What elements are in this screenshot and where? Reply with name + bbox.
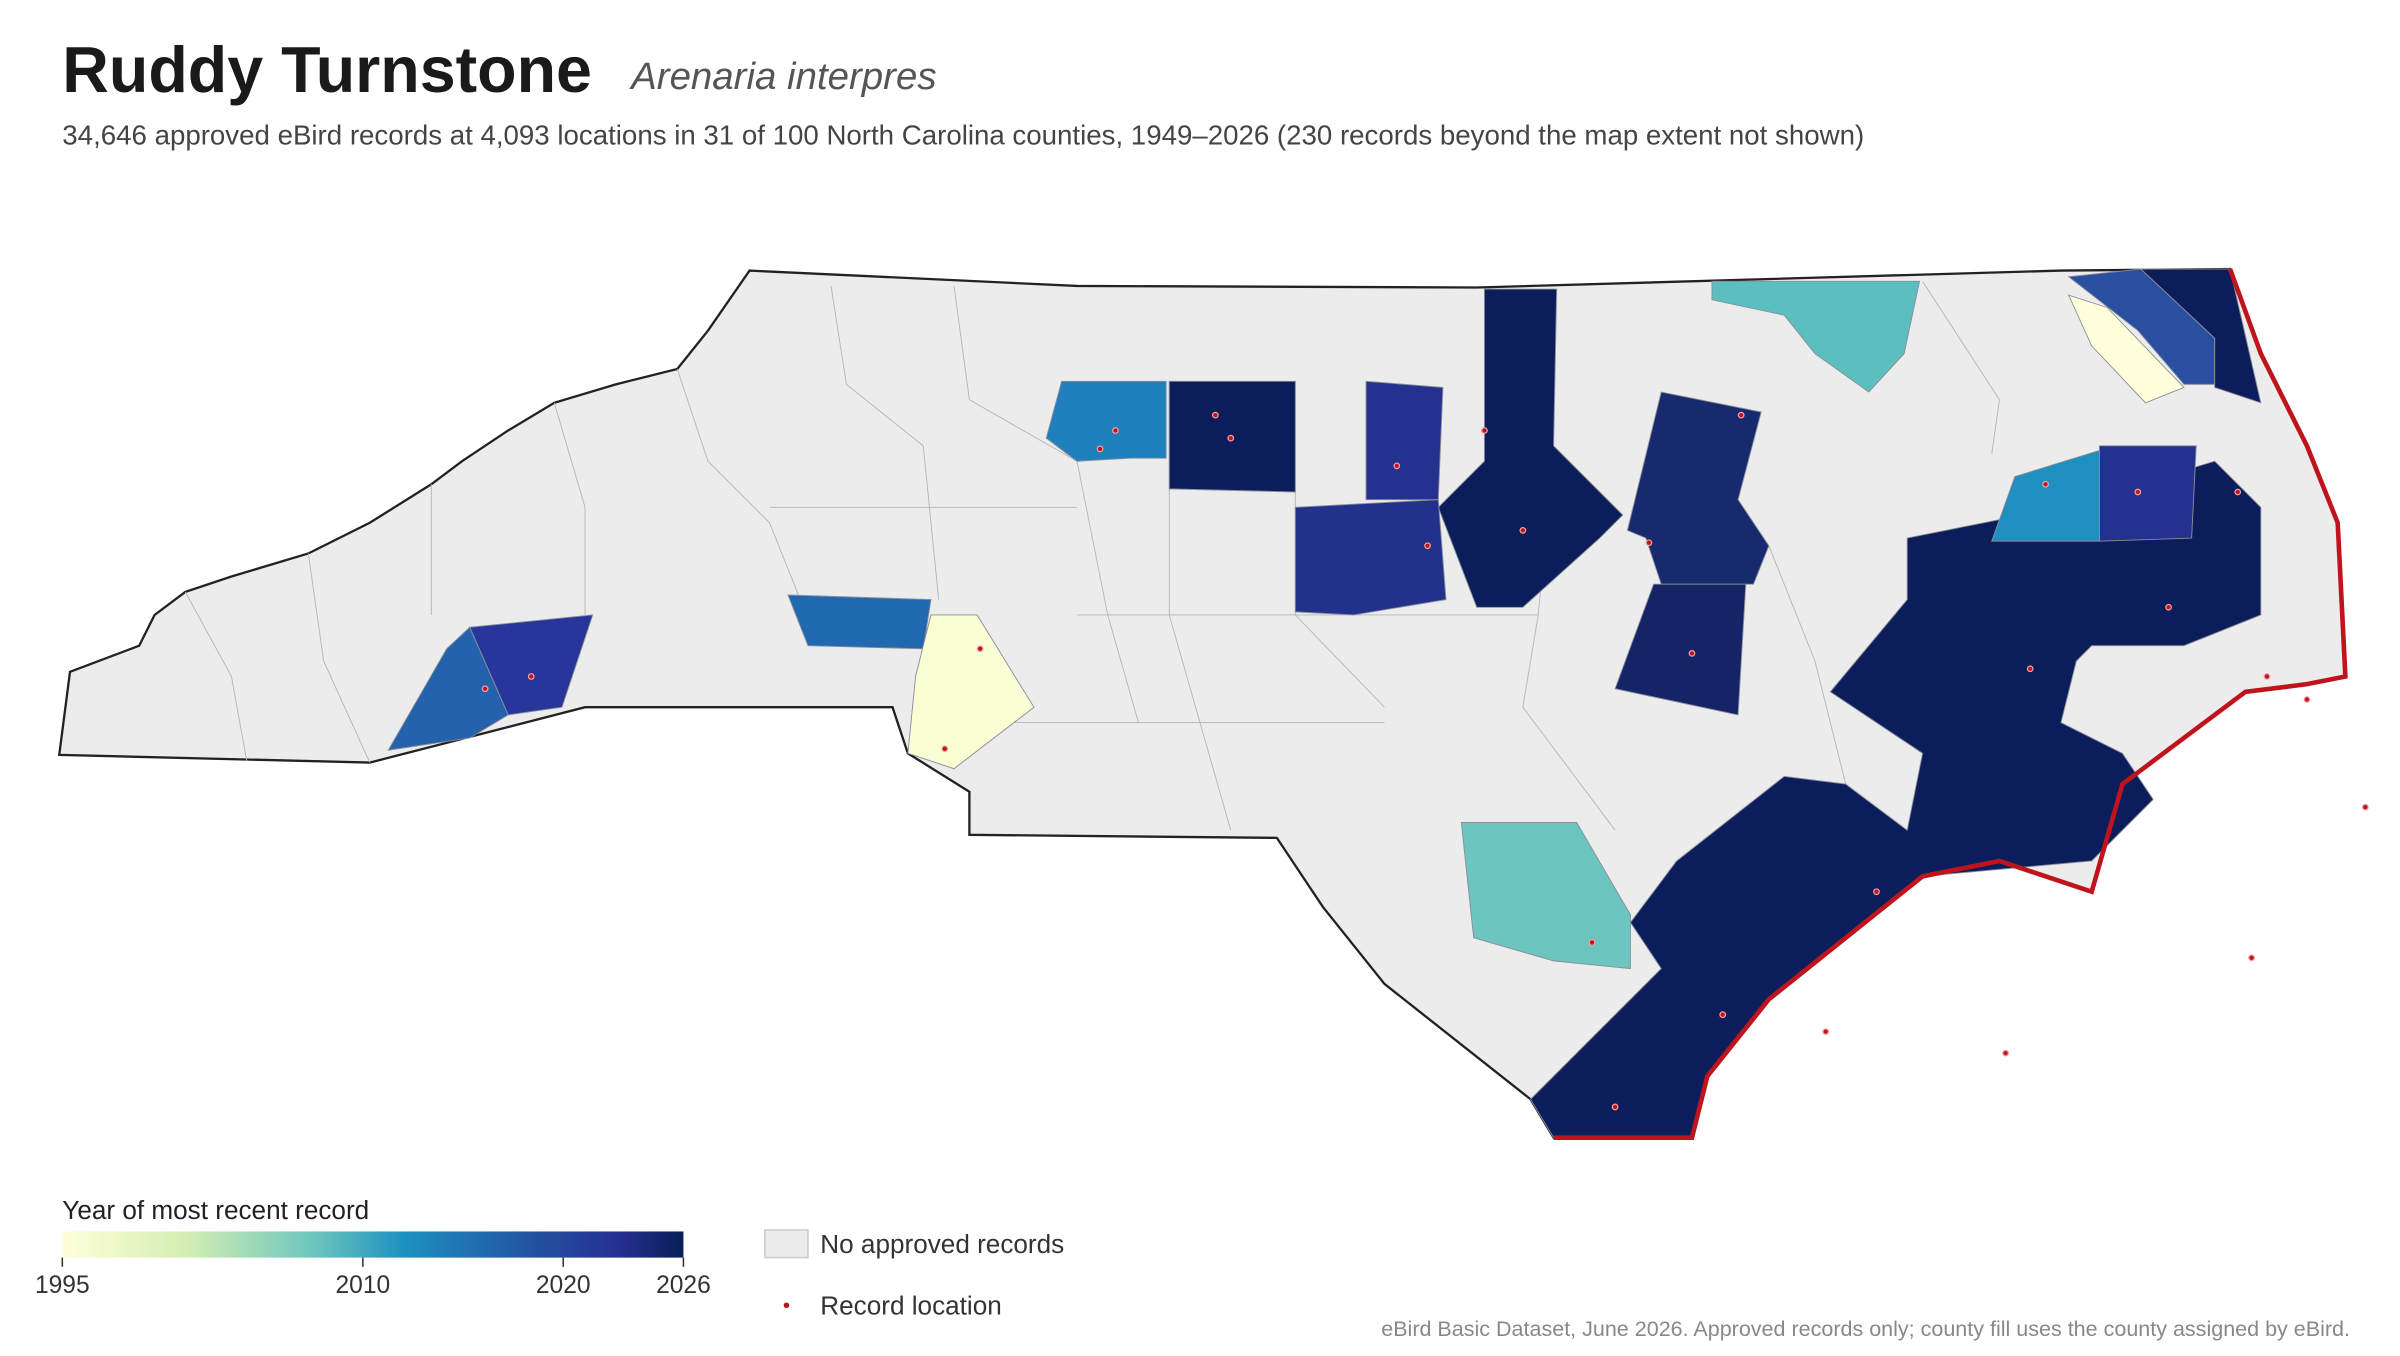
title: Ruddy Turnstone	[62, 34, 592, 106]
legend: Year of most recent record 1995 2010 2020 2…	[35, 1195, 1064, 1320]
record-swatch	[783, 1302, 790, 1309]
colorbar-tick-label: 2026	[656, 1272, 711, 1299]
county	[787, 594, 932, 650]
subtitle: 34,646 approved eBird records at 4,093 l…	[62, 120, 1864, 151]
county	[1045, 380, 1167, 462]
county	[1437, 288, 1624, 608]
county	[1365, 380, 1444, 501]
no-records-label: No approved records	[820, 1229, 1064, 1259]
scientific-name: Arenaria interpres	[629, 55, 936, 98]
county-fills	[387, 268, 2262, 1139]
map	[57, 267, 2369, 1140]
colorbar-tick-label: 2010	[336, 1272, 391, 1299]
record-label: Record location	[820, 1290, 1002, 1320]
record-points	[481, 411, 2369, 1111]
no-records-swatch	[764, 1229, 809, 1259]
county	[2098, 445, 2197, 542]
legend-title: Year of most recent record	[62, 1195, 369, 1225]
footer: eBird Basic Dataset, June 2026. Approved…	[1381, 1317, 2350, 1341]
county	[2139, 268, 2262, 404]
colorbar-tick-label: 2020	[536, 1272, 591, 1299]
county	[1294, 499, 1447, 616]
county	[907, 614, 1035, 770]
county	[1991, 449, 2100, 542]
colorbar-tick-label: 1995	[35, 1272, 90, 1299]
county	[2067, 294, 2185, 404]
colorbar	[62, 1231, 684, 1258]
coastal-records	[1553, 268, 2348, 1140]
county	[1614, 583, 1747, 716]
county	[1460, 822, 1631, 970]
county	[1626, 391, 1770, 585]
county	[387, 626, 509, 751]
county	[1711, 280, 1921, 393]
